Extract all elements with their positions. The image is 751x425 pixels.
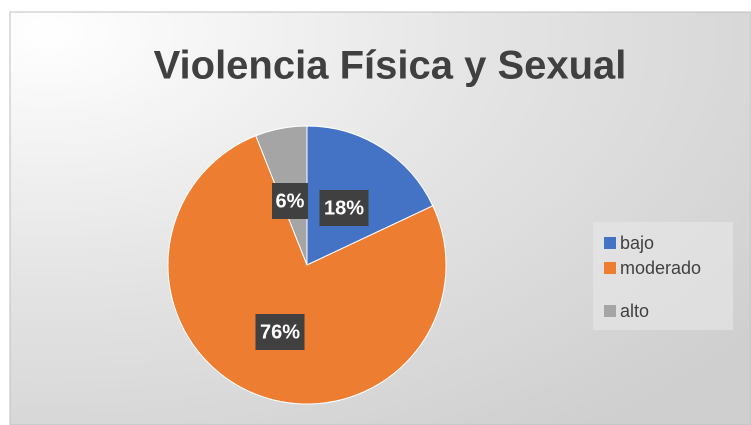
- legend-label: alto: [620, 301, 649, 321]
- legend-label: bajo: [620, 233, 654, 253]
- pie-slice: [306, 125, 434, 266]
- legend-label: moderado: [620, 258, 701, 278]
- data-label-box: [255, 314, 305, 350]
- data-label: 76%: [260, 321, 300, 343]
- legend: [593, 222, 733, 330]
- data-label: 6%: [276, 190, 305, 212]
- pie-slice: [167, 135, 447, 405]
- legend-swatch: [604, 305, 616, 317]
- data-label: 18%: [324, 197, 364, 219]
- legend-swatch: [604, 262, 616, 274]
- chart-title: Violencia Física y Sexual: [154, 44, 627, 88]
- data-label-box: [272, 183, 308, 219]
- data-label-box: [319, 190, 369, 226]
- legend-swatch: [604, 237, 616, 249]
